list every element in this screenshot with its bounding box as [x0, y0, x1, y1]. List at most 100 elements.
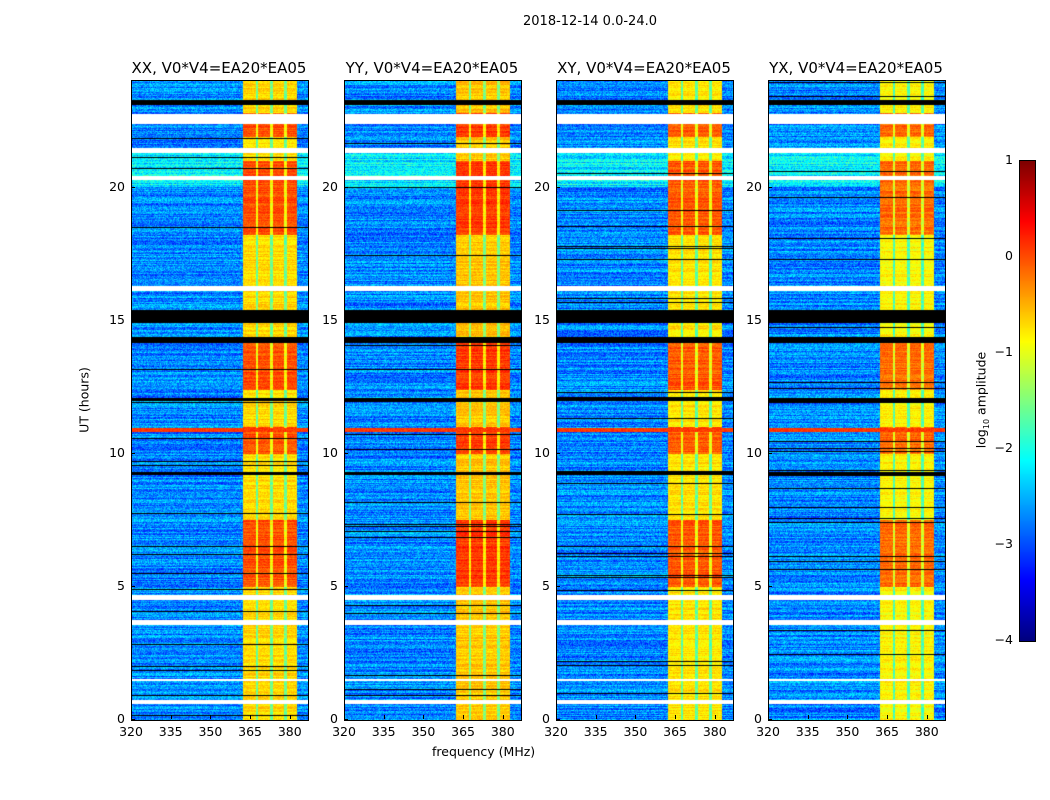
x-tick-mark: [250, 715, 252, 719]
heatmap-cells: [132, 81, 308, 720]
x-tick-mark: [423, 715, 425, 719]
y-tick-mark: [768, 319, 772, 321]
x-tick-mark: [502, 715, 504, 719]
colorbar: [1019, 160, 1036, 642]
x-tick-label: 335: [795, 724, 820, 739]
y-tick-label: 20: [746, 178, 762, 194]
y-tick-label: 0: [754, 711, 762, 726]
y-tick-label: 0: [330, 711, 338, 726]
x-tick-label: 320: [332, 724, 356, 739]
x-tick-label: 380: [490, 724, 515, 739]
x-tick-label: 365: [663, 724, 688, 739]
heatmap-panel: [556, 80, 734, 721]
panel-title: XY, V0*V4=EA20*EA05: [557, 59, 731, 77]
y-tick-mark: [344, 719, 348, 720]
heatmap-cells: [557, 81, 733, 720]
colorbar-tick-label: −2: [994, 440, 1013, 455]
y-tick-label: 20: [109, 178, 125, 194]
panel-title: YX, V0*V4=EA20*EA05: [769, 59, 943, 77]
y-tick-label: 10: [534, 444, 550, 460]
y-tick-label: 15: [746, 311, 762, 327]
x-tick-mark: [463, 715, 465, 719]
panel-title: YY, V0*V4=EA20*EA05: [345, 59, 519, 77]
heatmap-panel: [131, 80, 309, 721]
figure-title: 2018-12-14 0.0-24.0: [523, 14, 657, 29]
y-tick-mark: [556, 186, 560, 188]
y-tick-mark: [556, 452, 560, 454]
y-tick-label: 0: [542, 711, 550, 726]
x-tick-mark: [210, 715, 212, 719]
x-tick-label: 350: [198, 724, 223, 739]
y-tick-mark: [768, 585, 772, 587]
y-tick-mark: [131, 319, 135, 321]
colorbar-label: log10 amplitude: [973, 352, 991, 448]
x-tick-mark: [714, 715, 716, 719]
x-tick-label: 335: [583, 724, 608, 739]
y-tick-mark: [344, 186, 348, 188]
colorbar-gradient: [1020, 161, 1035, 641]
x-tick-label: 320: [119, 724, 143, 739]
x-tick-label: 335: [371, 724, 396, 739]
x-tick-label: 320: [756, 724, 780, 739]
y-tick-mark: [556, 585, 560, 587]
x-tick-mark: [595, 715, 597, 719]
x-tick-mark: [170, 715, 172, 719]
x-tick-mark: [887, 715, 889, 719]
y-tick-mark: [344, 319, 348, 321]
y-tick-mark: [768, 452, 772, 454]
x-tick-label: 350: [411, 724, 436, 739]
y-tick-mark: [131, 452, 135, 454]
x-tick-label: 335: [158, 724, 183, 739]
x-tick-label: 365: [875, 724, 900, 739]
y-tick-label: 5: [330, 577, 338, 593]
x-tick-mark: [675, 715, 677, 719]
colorbar-tick-label: −1: [994, 344, 1013, 359]
x-tick-label: 380: [914, 724, 939, 739]
y-tick-label: 20: [322, 178, 338, 194]
y-tick-label: 10: [322, 444, 338, 460]
y-tick-label: 5: [117, 577, 125, 593]
y-tick-label: 5: [754, 577, 762, 593]
colorbar-label-sub: 10: [981, 418, 991, 430]
y-tick-mark: [131, 719, 135, 720]
x-tick-label: 350: [623, 724, 648, 739]
panel-title: XX, V0*V4=EA20*EA05: [131, 59, 307, 77]
x-tick-mark: [807, 715, 809, 719]
y-axis-label: UT (hours): [76, 367, 92, 433]
y-tick-mark: [131, 186, 135, 188]
x-tick-mark: [847, 715, 849, 719]
x-tick-label: 320: [544, 724, 568, 739]
y-tick-mark: [556, 319, 560, 321]
colorbar-tick-label: 1: [1005, 152, 1013, 167]
y-tick-mark: [556, 719, 560, 720]
colorbar-tick-label: 0: [1005, 248, 1013, 263]
y-tick-label: 0: [117, 711, 125, 726]
y-tick-label: 10: [109, 444, 125, 460]
x-tick-label: 365: [238, 724, 263, 739]
x-tick-mark: [556, 715, 557, 719]
colorbar-label-rest: amplitude: [973, 351, 989, 419]
x-tick-mark: [383, 715, 385, 719]
x-tick-mark: [768, 715, 769, 719]
x-tick-label: 365: [451, 724, 476, 739]
heatmap-cells: [345, 81, 521, 720]
y-tick-mark: [344, 452, 348, 454]
x-tick-mark: [344, 715, 345, 719]
heatmap-panel: [768, 80, 946, 721]
y-tick-mark: [344, 585, 348, 587]
x-tick-mark: [289, 715, 291, 719]
colorbar-tick-label: −3: [994, 536, 1013, 551]
y-tick-label: 15: [534, 311, 550, 327]
x-tick-label: 380: [702, 724, 727, 739]
x-tick-label: 350: [835, 724, 860, 739]
heatmap-panel: [344, 80, 522, 721]
y-tick-label: 5: [542, 577, 550, 593]
y-tick-label: 10: [746, 444, 762, 460]
x-tick-mark: [926, 715, 928, 719]
x-axis-label: frequency (MHz): [432, 744, 536, 759]
colorbar-tick-label: −4: [994, 632, 1013, 647]
y-tick-label: 15: [109, 311, 125, 327]
x-tick-label: 380: [277, 724, 302, 739]
y-tick-label: 20: [534, 178, 550, 194]
